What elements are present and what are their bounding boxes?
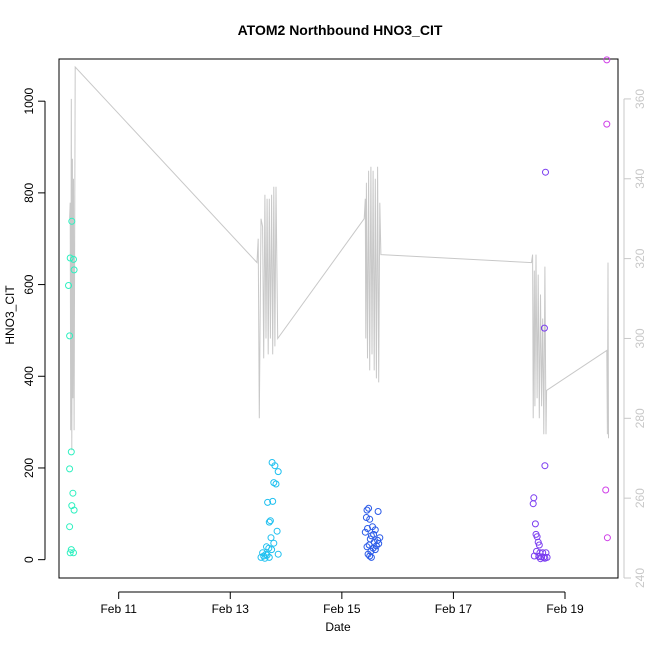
data-point — [68, 217, 76, 225]
right-axis-series-line — [69, 65, 609, 451]
data-point — [529, 500, 537, 508]
x-tick-label: Feb 15 — [323, 602, 361, 616]
data-point — [541, 554, 549, 562]
y-right-tick-label: 260 — [633, 488, 647, 508]
data-point — [542, 168, 549, 176]
data-point — [66, 523, 74, 531]
data-point — [602, 486, 610, 494]
y-right-tick-label: 300 — [633, 328, 647, 348]
data-point — [265, 553, 273, 561]
data-point — [274, 550, 282, 558]
data-point — [371, 526, 379, 534]
data-point — [271, 462, 279, 470]
data-point — [69, 489, 77, 497]
data-point — [361, 528, 369, 536]
data-point — [66, 465, 74, 473]
data-point — [362, 514, 370, 521]
data-point — [264, 498, 272, 506]
y-left-tick-label: 200 — [22, 458, 36, 478]
data-point — [366, 515, 374, 523]
data-point — [266, 517, 274, 525]
plot-area: 0 200 400 600 800 1000 240 260 280 300 320 340 360 Fe… — [22, 56, 647, 616]
y-left-tick-label: 0 — [22, 556, 36, 563]
chart-title: ATOM2 Northbound HNO3_CIT — [238, 22, 443, 38]
data-point — [67, 448, 75, 456]
y-left-tick-label: 1000 — [22, 88, 36, 115]
data-point — [265, 518, 273, 526]
data-point — [65, 282, 72, 289]
y-left-tick-label: 600 — [22, 274, 36, 294]
data-point — [268, 546, 276, 554]
data-point — [531, 520, 539, 528]
data-point — [269, 497, 277, 505]
data-point — [66, 549, 74, 557]
data-point — [603, 120, 611, 128]
series-5 — [602, 56, 611, 542]
y-left-tick-label: 800 — [22, 183, 36, 203]
plot-frame — [58, 58, 619, 579]
series-3 — [361, 504, 384, 561]
data-point — [367, 553, 375, 561]
data-point — [603, 534, 611, 542]
data-point — [375, 540, 383, 548]
data-point — [374, 508, 382, 515]
data-point — [70, 266, 78, 274]
data-point — [70, 255, 77, 263]
data-point — [535, 553, 543, 560]
data-point — [70, 549, 77, 557]
y-right-tick-label: 280 — [633, 408, 647, 428]
data-point — [257, 553, 265, 561]
series-1 — [65, 217, 78, 557]
series-2 — [257, 459, 282, 562]
data-point — [535, 541, 543, 549]
data-point — [603, 56, 611, 64]
data-point — [364, 525, 371, 532]
data-point — [66, 332, 74, 340]
x-tick-label: Feb 11 — [100, 602, 137, 616]
data-point — [263, 551, 271, 559]
data-point — [366, 552, 374, 560]
data-point — [273, 527, 281, 535]
data-point — [267, 534, 275, 542]
data-point — [371, 546, 379, 554]
data-point — [272, 480, 280, 488]
y-right-tick-label: 240 — [633, 568, 647, 588]
x-tick-label: Feb 19 — [546, 602, 584, 616]
y-right-tick-label: 360 — [633, 89, 647, 109]
data-point — [363, 506, 371, 514]
y-left-tick-label: 400 — [22, 366, 36, 386]
data-point — [365, 504, 373, 512]
data-point — [541, 462, 549, 470]
series-4 — [529, 168, 551, 563]
data-point — [70, 506, 78, 514]
data-point — [367, 532, 375, 540]
data-point — [540, 324, 548, 332]
y-axis-label: HNO3_CIT — [3, 285, 17, 345]
data-point — [66, 254, 74, 262]
x-axis-label: Date — [325, 620, 351, 634]
data-point — [270, 539, 278, 547]
data-point — [537, 555, 544, 563]
x-tick-label: Feb 13 — [212, 602, 250, 616]
data-point — [530, 494, 538, 502]
data-point — [274, 468, 282, 476]
x-tick-label: Feb 17 — [435, 602, 473, 616]
data-point — [530, 552, 538, 560]
data-point — [540, 553, 548, 561]
y-right-tick-label: 340 — [633, 168, 647, 188]
y-right-tick-label: 320 — [633, 248, 647, 268]
